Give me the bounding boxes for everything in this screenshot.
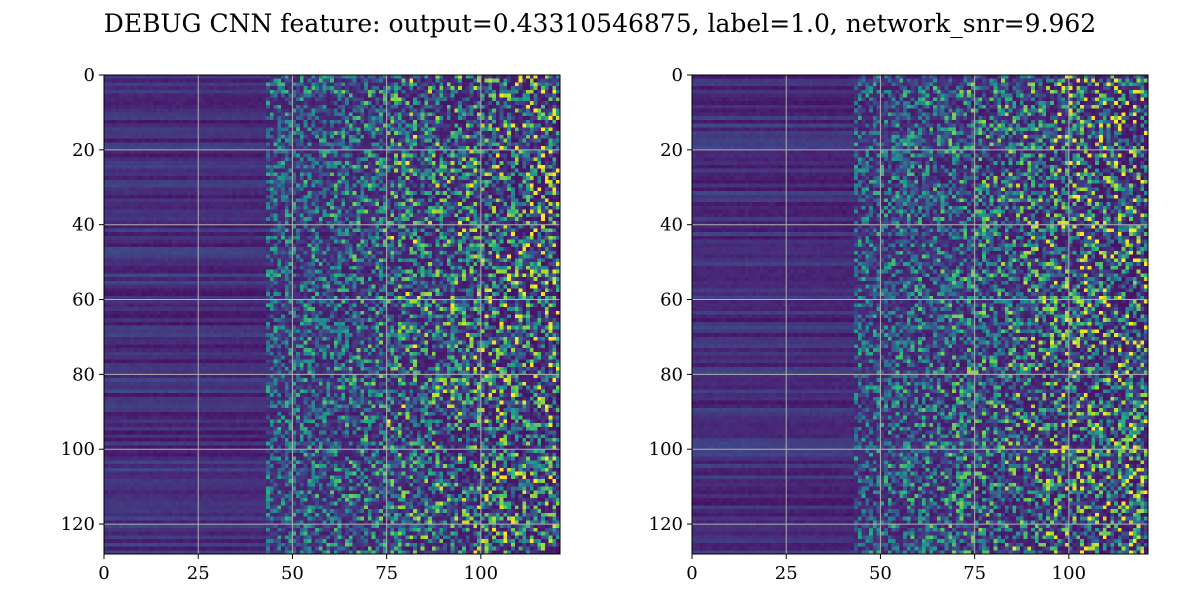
heatmap-panel-left: 0 25 50 75 100 0 20 40 60 80 100 120 <box>61 65 561 584</box>
x-tick-label: 0 <box>98 563 109 584</box>
heatmap-panel-right: 0 25 50 75 100 0 20 40 60 80 100 120 <box>649 65 1149 584</box>
y-tick-label: 120 <box>649 514 683 535</box>
heatmap-image <box>104 75 560 554</box>
x-tick-label: 50 <box>281 563 304 584</box>
x-tick-label: 0 <box>686 563 697 584</box>
x-tick-label: 50 <box>869 563 892 584</box>
y-tick-label: 60 <box>72 290 95 311</box>
axes-frame <box>691 74 1149 555</box>
y-tick-label: 80 <box>72 364 95 385</box>
x-tick-label: 25 <box>775 563 798 584</box>
y-tick-label: 60 <box>660 290 683 311</box>
x-tick-label: 25 <box>187 563 210 584</box>
y-tick-label: 20 <box>72 140 95 161</box>
y-tick-label: 40 <box>72 215 95 236</box>
x-tick-label: 75 <box>375 563 398 584</box>
y-tick-label: 0 <box>84 65 95 86</box>
y-tick-label: 80 <box>660 364 683 385</box>
axes-frame <box>103 74 561 555</box>
x-tick-label: 100 <box>1052 563 1086 584</box>
x-tick-label: 100 <box>464 563 498 584</box>
y-tick-label: 120 <box>61 514 95 535</box>
y-tick-label: 100 <box>649 439 683 460</box>
y-tick-label: 0 <box>672 65 683 86</box>
x-tick-label: 75 <box>963 563 986 584</box>
heatmap-image <box>692 75 1148 554</box>
y-tick-label: 20 <box>660 140 683 161</box>
figure-title: DEBUG CNN feature: output=0.43310546875,… <box>104 9 1096 38</box>
y-tick-label: 40 <box>660 215 683 236</box>
y-tick-label: 100 <box>61 439 95 460</box>
